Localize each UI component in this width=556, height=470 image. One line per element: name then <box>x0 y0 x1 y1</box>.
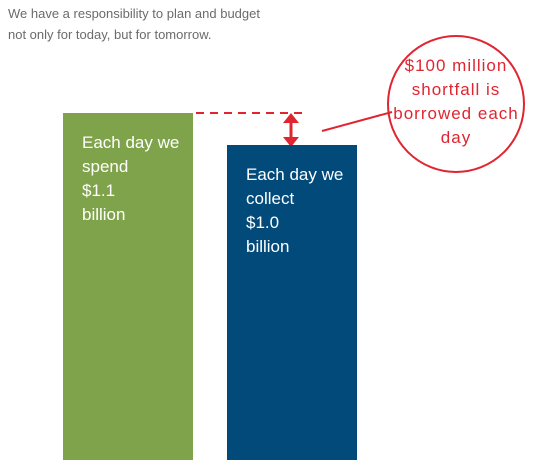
arrow-head <box>283 137 299 147</box>
annotation: $100 million shortfall is borrowed each … <box>393 56 519 147</box>
category-label: Each day we spend <box>82 133 180 176</box>
bar-label: Each day we collect $1.0 billion <box>246 163 346 259</box>
value-label: $1.1 billion <box>82 181 126 224</box>
bar <box>63 113 193 460</box>
category-label: Each day we collect <box>246 164 344 208</box>
annotation-circle <box>387 35 525 173</box>
bar <box>227 144 357 460</box>
arrow-head <box>283 113 299 123</box>
bar-label: Each day we spend $1.1 billion <box>82 131 182 227</box>
leader-line <box>321 111 393 132</box>
subtitle: We have a responsibility to plan and bud… <box>8 6 260 42</box>
value-label: $1.0 billion <box>246 212 290 256</box>
